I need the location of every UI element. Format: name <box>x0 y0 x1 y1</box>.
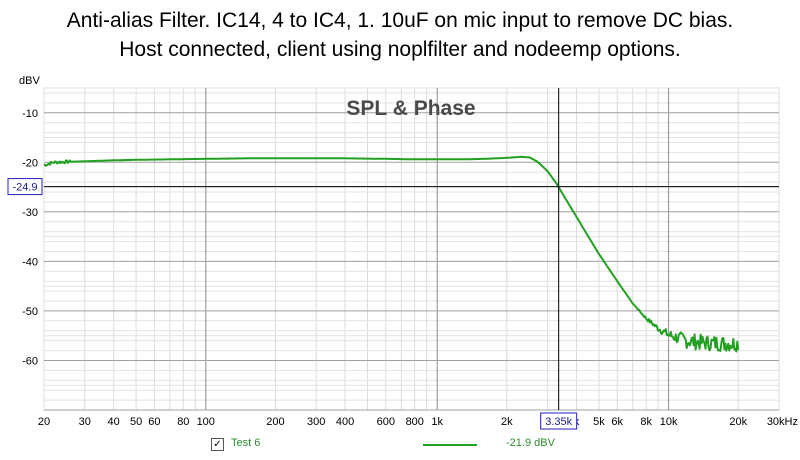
caption-line-2: Host connected, client using noplfilter … <box>119 38 681 61</box>
x-tick-label: 40 <box>108 416 120 428</box>
x-tick-label: 600 <box>377 416 395 428</box>
x-tick-label: 30 <box>79 416 91 428</box>
x-tick-label: 30kHz <box>767 416 798 428</box>
cursor-x-readout: 3.35k <box>545 416 572 428</box>
caption-line-1: Anti-alias Filter. IC14, 4 to IC4, 1. 10… <box>66 9 734 32</box>
y-tick-label: -30 <box>22 207 38 219</box>
x-tick-label: 2k <box>501 416 513 428</box>
x-tick-label: 20 <box>38 416 50 428</box>
y-tick-label: -60 <box>22 355 38 367</box>
y-tick-label: -40 <box>22 256 38 268</box>
cursor[interactable]: 3.35k -24.9 <box>7 88 779 430</box>
chart-caption: Anti-alias Filter. IC14, 4 to IC4, 1. 10… <box>0 6 800 64</box>
legend-series-name[interactable]: Test 6 <box>231 437 261 449</box>
x-tick-label: 80 <box>177 416 189 428</box>
minor-grid <box>43 87 780 410</box>
series-line <box>43 155 740 353</box>
plot-title: SPL & Phase <box>346 97 475 120</box>
x-tick-label: 6k <box>611 416 623 428</box>
x-tick-label: 100 <box>197 416 215 428</box>
major-grid <box>44 88 779 411</box>
cursor-x-readout-box <box>540 412 578 430</box>
y-tick-label: -20 <box>22 157 38 169</box>
y-axis-label: dBV <box>19 75 40 87</box>
y-tick-labels: -10 -20 -30 -40 -50 -60 <box>22 108 38 368</box>
x-tick-label: 60 <box>148 416 160 428</box>
y-tick-label: -10 <box>22 108 38 120</box>
x-tick-label: 50 <box>130 416 142 428</box>
x-tick-labels: 2030405060801002003004006008001k2kk5k6k8… <box>38 416 798 428</box>
legend-line-swatch <box>423 444 477 446</box>
y-tick-label: -50 <box>22 306 38 318</box>
x-tick-label: 400 <box>336 416 354 428</box>
x-tick-label: 800 <box>406 416 424 428</box>
x-tick-label: 1k <box>431 416 443 428</box>
cursor-y-readout-box <box>7 178 43 196</box>
series-layer <box>43 155 740 353</box>
x-tick-label: 10k <box>660 416 678 428</box>
legend-checkbox[interactable]: ✓ <box>211 438 224 451</box>
x-tick-label: 20k <box>729 416 747 428</box>
cursor-y-readout: -24.9 <box>12 182 37 194</box>
x-tick-label: 5k <box>593 416 605 428</box>
x-tick-label: 300 <box>307 416 325 428</box>
x-tick-label: 8k <box>640 416 652 428</box>
legend-value: -21.9 dBV <box>506 437 555 449</box>
plot-background <box>43 87 780 411</box>
x-tick-label: 200 <box>266 416 284 428</box>
